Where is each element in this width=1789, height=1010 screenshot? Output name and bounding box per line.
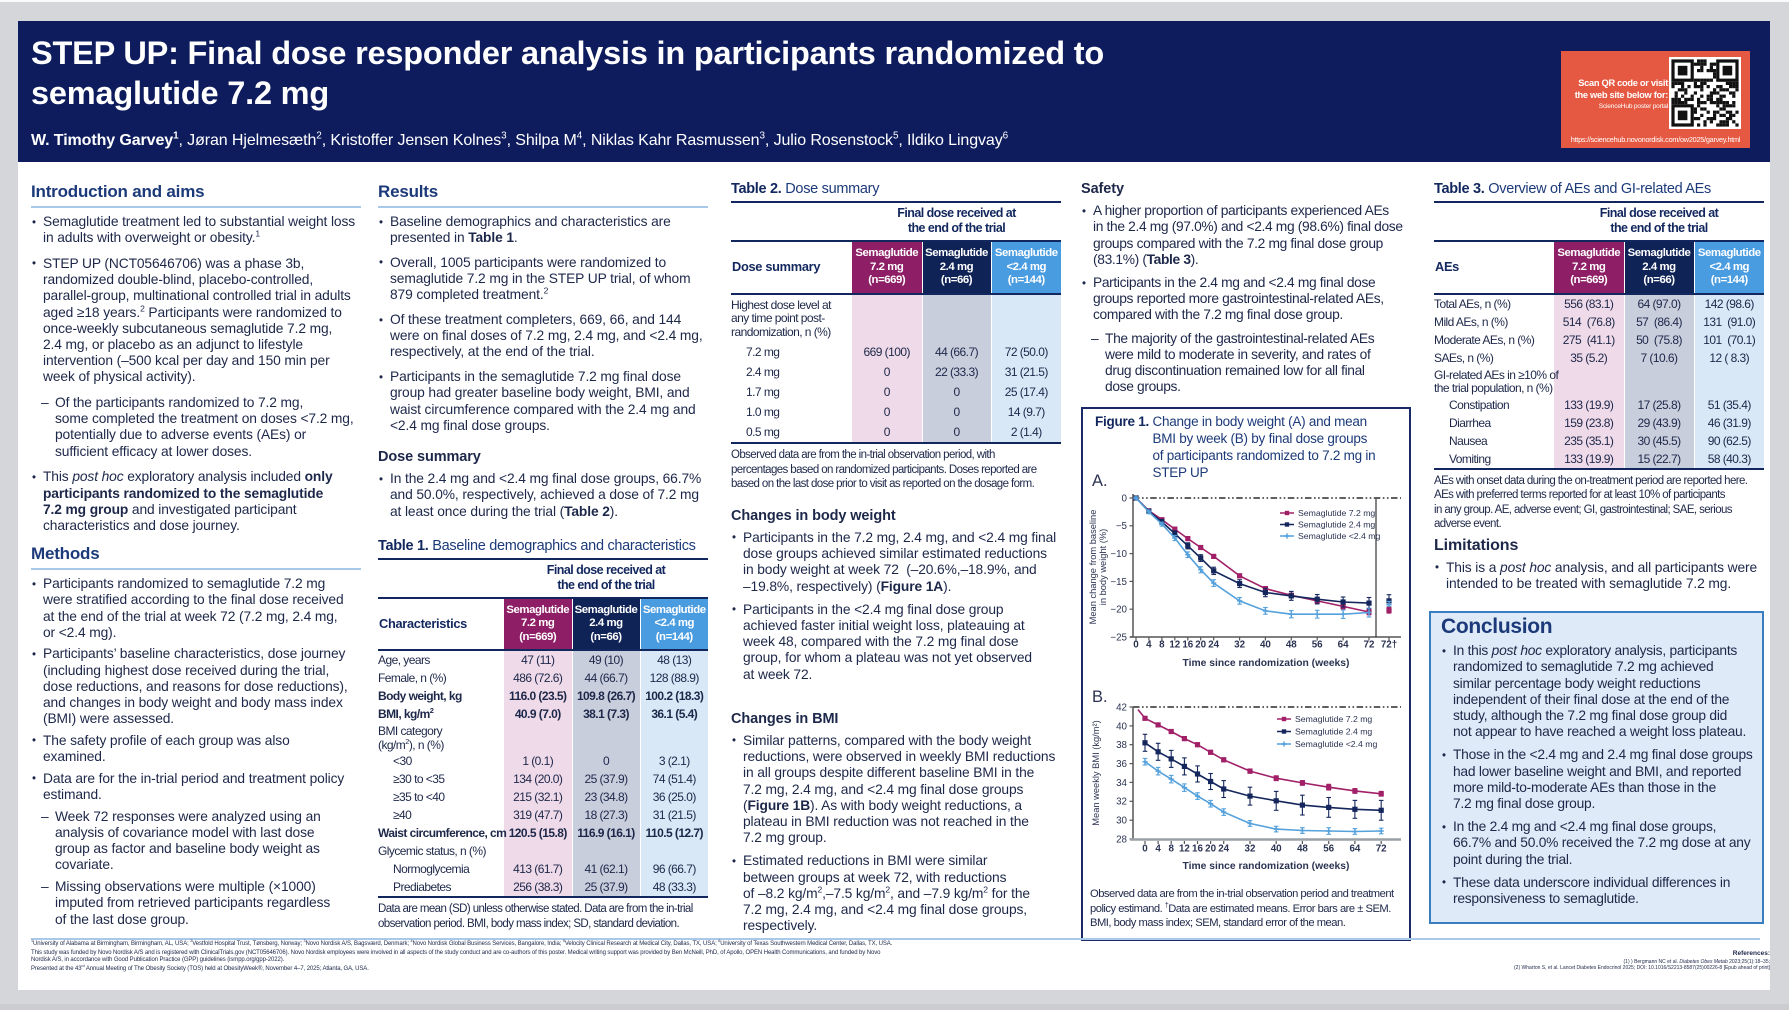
- svg-text:16: 16: [1182, 640, 1193, 651]
- svg-text:56: 56: [1323, 844, 1334, 855]
- svg-text:−10: −10: [1110, 549, 1127, 560]
- svg-text:−20: −20: [1110, 605, 1127, 616]
- svg-text:72†: 72†: [1381, 640, 1397, 651]
- svg-text:Semaglutide <2.4 mg: Semaglutide <2.4 mg: [1295, 739, 1378, 749]
- svg-text:Semaglutide 2.4 mg: Semaglutide 2.4 mg: [1298, 520, 1375, 530]
- svg-text:Semaglutide 2.4 mg: Semaglutide 2.4 mg: [1295, 727, 1372, 737]
- svg-text:−5: −5: [1116, 521, 1128, 532]
- svg-text:4: 4: [1146, 640, 1152, 651]
- svg-text:48: 48: [1297, 844, 1308, 855]
- svg-text:24: 24: [1208, 640, 1219, 651]
- svg-text:40: 40: [1271, 844, 1282, 855]
- svg-text:72: 72: [1376, 844, 1387, 855]
- svg-text:30: 30: [1116, 816, 1127, 827]
- svg-text:Semaglutide <2.4 mg: Semaglutide <2.4 mg: [1298, 531, 1381, 541]
- svg-text:56: 56: [1312, 640, 1323, 651]
- svg-text:32: 32: [1234, 640, 1245, 651]
- svg-text:28: 28: [1116, 834, 1127, 845]
- svg-text:16: 16: [1192, 844, 1203, 855]
- svg-text:Semaglutide 7.2 mg: Semaglutide 7.2 mg: [1295, 714, 1372, 724]
- svg-text:48: 48: [1286, 640, 1297, 651]
- svg-text:Mean weekly BMI (kg/m²): Mean weekly BMI (kg/m²): [1091, 720, 1101, 825]
- svg-text:8: 8: [1168, 844, 1174, 855]
- svg-text:72: 72: [1364, 640, 1375, 651]
- svg-text:24: 24: [1218, 844, 1229, 855]
- svg-text:B.: B.: [1092, 688, 1108, 706]
- svg-text:40: 40: [1260, 640, 1271, 651]
- svg-text:12: 12: [1179, 844, 1190, 855]
- svg-text:42: 42: [1116, 702, 1127, 713]
- svg-text:20: 20: [1195, 640, 1206, 651]
- svg-text:0: 0: [1142, 844, 1148, 855]
- svg-text:12: 12: [1169, 640, 1180, 651]
- svg-text:34: 34: [1116, 778, 1127, 789]
- svg-text:38: 38: [1116, 740, 1127, 751]
- svg-text:Semaglutide 7.2 mg: Semaglutide 7.2 mg: [1298, 508, 1375, 518]
- svg-text:32: 32: [1245, 844, 1256, 855]
- svg-text:0: 0: [1133, 640, 1139, 651]
- svg-text:A.: A.: [1092, 472, 1108, 490]
- svg-text:64: 64: [1349, 844, 1360, 855]
- svg-text:−15: −15: [1110, 577, 1127, 588]
- svg-text:Time since randomization (week: Time since randomization (weeks): [1183, 861, 1350, 872]
- svg-text:−25: −25: [1110, 632, 1127, 643]
- svg-text:20: 20: [1205, 844, 1216, 855]
- svg-text:36: 36: [1116, 759, 1127, 770]
- svg-text:4: 4: [1155, 844, 1161, 855]
- svg-text:32: 32: [1116, 797, 1127, 808]
- svg-text:40: 40: [1116, 721, 1127, 732]
- svg-text:64: 64: [1338, 640, 1349, 651]
- svg-text:8: 8: [1159, 640, 1165, 651]
- svg-text:Time since randomization (week: Time since randomization (weeks): [1183, 658, 1350, 669]
- svg-text:0: 0: [1122, 493, 1128, 504]
- svg-text:in body weight (%): in body weight (%): [1098, 529, 1108, 605]
- svg-text:Mean change from baseline: Mean change from baseline: [1088, 510, 1098, 625]
